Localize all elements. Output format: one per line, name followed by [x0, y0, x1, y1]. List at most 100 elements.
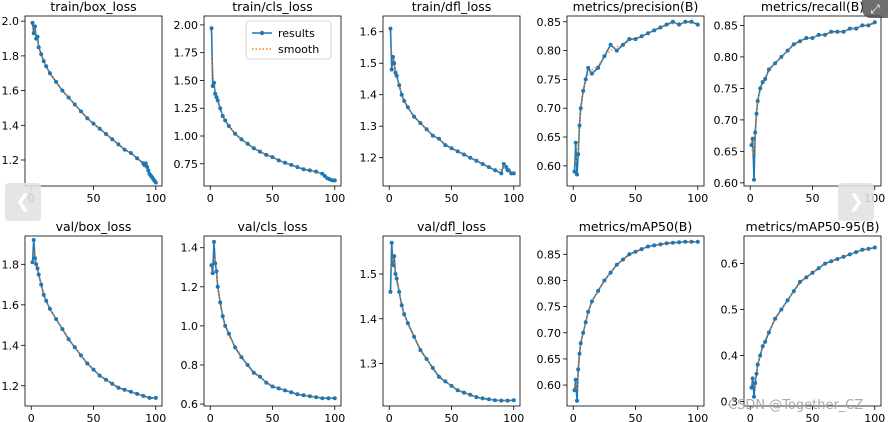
data-point	[847, 252, 852, 257]
data-point	[474, 395, 479, 400]
legend-smooth-label: smooth	[278, 43, 319, 56]
data-point	[39, 52, 44, 57]
x-tick-label: 0	[747, 412, 754, 422]
data-point	[866, 23, 871, 28]
zoom-button[interactable]: ⤢	[862, 0, 888, 18]
data-point	[389, 67, 394, 72]
data-point	[41, 59, 46, 64]
data-point	[392, 61, 397, 66]
chart-title: metrics/precision(B)	[573, 0, 699, 14]
data-point	[443, 143, 448, 148]
data-point	[393, 272, 398, 276]
chart-legend: results smooth	[245, 20, 332, 60]
chart-title: train/box_loss	[50, 0, 136, 14]
data-point	[614, 48, 619, 53]
next-image-button[interactable]: ❯	[838, 183, 874, 221]
data-point	[399, 92, 404, 97]
data-point	[210, 271, 215, 276]
y-tick-label: 0.6	[721, 258, 739, 271]
x-tick-label: 50	[87, 412, 101, 422]
y-tick-label: 0.75	[537, 73, 562, 86]
data-point	[233, 131, 238, 136]
data-point	[602, 278, 607, 283]
y-tick-label: 1.3	[360, 120, 378, 133]
data-point	[141, 393, 146, 398]
data-point	[54, 317, 59, 321]
data-point	[72, 345, 77, 350]
data-point	[276, 386, 281, 391]
data-point	[424, 357, 429, 361]
data-point	[785, 48, 790, 53]
chart-title: train/cls_loss	[232, 0, 313, 14]
chart-panel: metrics/precision(B) 0 50 100 0.60 0.65 0.70 0.…	[537, 0, 709, 205]
data-point	[220, 314, 225, 319]
x-tick-label: 50	[445, 192, 459, 205]
data-point	[116, 385, 121, 390]
data-point	[664, 241, 669, 246]
y-tick-label: 1.00	[174, 130, 199, 143]
data-point	[389, 240, 394, 245]
data-point	[752, 177, 756, 182]
axes-frame	[566, 15, 705, 187]
data-point	[79, 109, 83, 114]
data-point	[677, 240, 682, 245]
data-point	[31, 238, 36, 242]
y-tick-label: 0.85	[537, 248, 562, 261]
data-point	[412, 114, 417, 119]
data-point	[397, 83, 402, 88]
y-tick-label: 1.2	[181, 281, 199, 294]
chart-panel: metrics/recall(B)0 50 1000.600.650.700.750…	[714, 0, 886, 205]
data-point	[405, 321, 410, 326]
data-point	[214, 95, 219, 100]
data-point	[581, 88, 586, 93]
results-line	[210, 241, 335, 400]
data-point	[210, 84, 215, 88]
data-point	[750, 136, 755, 141]
data-point	[511, 171, 516, 176]
x-tick-label: 50	[445, 412, 459, 422]
data-point	[486, 165, 491, 170]
data-point	[773, 316, 778, 321]
data-point	[468, 155, 473, 160]
data-point	[47, 71, 52, 76]
data-point	[35, 266, 40, 271]
data-point	[689, 19, 694, 24]
y-tick-label: 2.0	[2, 15, 20, 28]
y-tick-label: 0.75	[174, 158, 199, 171]
data-point	[670, 240, 675, 245]
data-point	[779, 307, 784, 312]
data-point	[449, 146, 454, 151]
data-point	[683, 239, 688, 244]
data-point	[750, 376, 755, 381]
data-point	[258, 374, 262, 379]
data-point	[572, 388, 577, 393]
previous-image-button[interactable]: ❮	[5, 183, 41, 221]
x-tick-label: 100	[324, 412, 345, 422]
data-point	[209, 263, 214, 268]
results-line	[750, 21, 876, 180]
data-point	[689, 239, 694, 244]
data-point	[758, 86, 763, 91]
y-tick-label: 0.75	[714, 82, 739, 95]
data-point	[402, 312, 407, 317]
data-point	[501, 162, 506, 166]
data-point	[589, 71, 594, 76]
data-point	[41, 292, 46, 297]
data-point	[110, 137, 115, 142]
data-point	[128, 389, 133, 394]
data-point	[393, 70, 398, 75]
y-tick-label: 1.0	[181, 320, 199, 333]
chart-panel: train/dfl_loss 0 50 100 1.2 1.3 1.4 1.5 1.6	[360, 0, 525, 205]
x-tick-label: 0	[28, 412, 35, 422]
chart-panel: metrics/mAP50-95(B) 0 50 100 0.3 0.4 0.5 0.6	[721, 219, 886, 422]
data-point	[766, 67, 771, 72]
data-point	[658, 242, 663, 247]
data-point	[773, 61, 778, 66]
data-point	[418, 348, 423, 353]
data-point	[122, 387, 127, 392]
data-point	[60, 88, 65, 93]
data-point	[153, 395, 158, 400]
data-point	[474, 158, 479, 163]
data-point	[301, 393, 306, 398]
y-tick-label: 1.2	[360, 152, 378, 165]
